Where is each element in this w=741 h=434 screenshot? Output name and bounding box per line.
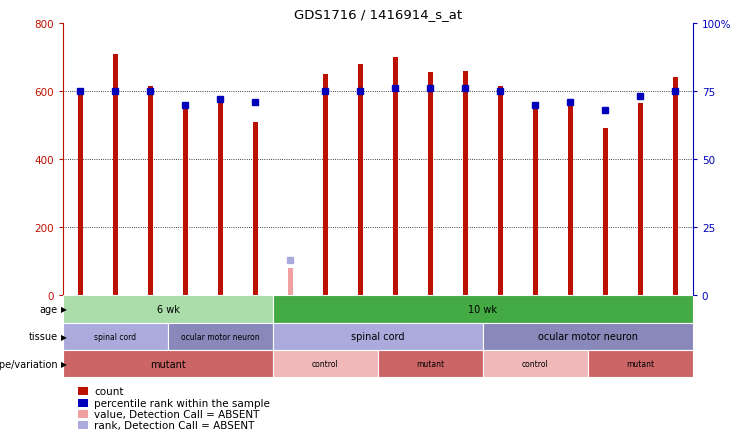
Bar <box>288 268 293 296</box>
Bar <box>602 129 608 296</box>
Bar <box>378 350 483 378</box>
Text: spinal cord: spinal cord <box>351 332 405 342</box>
Bar <box>588 350 693 378</box>
Bar <box>498 87 503 296</box>
Bar <box>428 73 433 296</box>
Bar <box>273 323 483 350</box>
Bar <box>533 104 538 296</box>
Text: ocular motor neuron: ocular motor neuron <box>538 332 638 342</box>
Text: ▶: ▶ <box>61 332 67 341</box>
Bar <box>63 350 273 378</box>
Text: rank, Detection Call = ABSENT: rank, Detection Call = ABSENT <box>94 421 254 430</box>
Bar <box>63 296 273 323</box>
Bar <box>483 323 693 350</box>
Text: ocular motor neuron: ocular motor neuron <box>181 332 260 341</box>
Text: 10 wk: 10 wk <box>468 304 497 314</box>
Bar <box>113 54 118 296</box>
Text: value, Detection Call = ABSENT: value, Detection Call = ABSENT <box>94 409 259 419</box>
Bar <box>673 78 678 296</box>
Text: tissue: tissue <box>29 332 58 342</box>
Bar <box>568 102 573 296</box>
Bar <box>273 296 693 323</box>
Bar <box>638 104 643 296</box>
Text: mutant: mutant <box>150 359 186 369</box>
Bar <box>78 89 83 296</box>
Bar <box>183 105 188 296</box>
Text: genotype/variation: genotype/variation <box>0 359 58 369</box>
Text: mutant: mutant <box>416 359 445 368</box>
Text: ▶: ▶ <box>61 359 67 368</box>
Text: control: control <box>522 359 549 368</box>
Bar <box>273 350 378 378</box>
Bar <box>358 65 363 296</box>
Bar <box>148 87 153 296</box>
Text: percentile rank within the sample: percentile rank within the sample <box>94 398 270 408</box>
Text: ▶: ▶ <box>61 305 67 314</box>
Text: age: age <box>40 304 58 314</box>
Text: count: count <box>94 387 124 396</box>
Text: mutant: mutant <box>626 359 654 368</box>
Title: GDS1716 / 1416914_s_at: GDS1716 / 1416914_s_at <box>294 8 462 21</box>
Bar <box>323 75 328 296</box>
Bar <box>483 350 588 378</box>
Bar <box>463 72 468 296</box>
Text: spinal cord: spinal cord <box>94 332 136 341</box>
Text: control: control <box>312 359 339 368</box>
Bar <box>253 122 258 296</box>
Bar <box>63 323 168 350</box>
Text: 6 wk: 6 wk <box>156 304 179 314</box>
Bar <box>218 102 223 296</box>
Bar <box>393 58 398 296</box>
Bar <box>168 323 273 350</box>
